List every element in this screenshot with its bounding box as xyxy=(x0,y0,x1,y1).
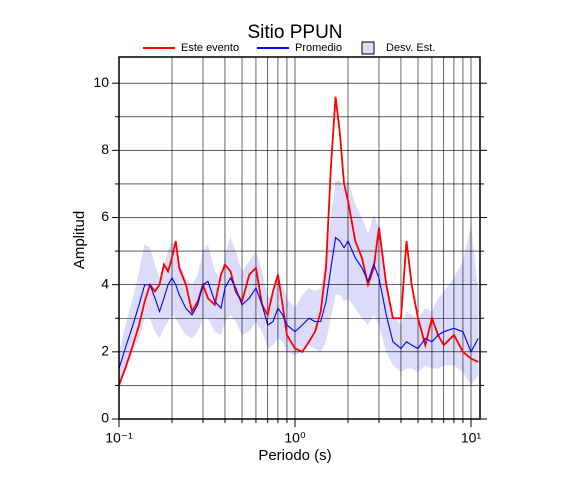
x-tick-label: 10⁰ xyxy=(284,430,306,446)
x-tick-label: 10¹ xyxy=(461,430,482,446)
x-axis-label: Periodo (s) xyxy=(258,447,331,464)
series-line xyxy=(118,236,479,369)
y-tick-label: 6 xyxy=(101,208,109,224)
legend-label: Desv. Est. xyxy=(386,42,435,54)
y-tick-label: 8 xyxy=(101,141,109,157)
chart-title: Sitio PPUN xyxy=(247,22,342,43)
legend-label: Promedio xyxy=(295,42,342,54)
y-tick-label: 4 xyxy=(101,275,109,291)
legend-label: Este evento xyxy=(181,42,239,54)
legend: Este evento Promedio Desv. Est. xyxy=(143,41,435,55)
plot-frame xyxy=(118,56,481,420)
legend-swatch xyxy=(361,41,375,55)
y-tick-label: 2 xyxy=(101,343,109,359)
std-band xyxy=(119,180,479,386)
x-tick-label: 10⁻¹ xyxy=(105,430,133,446)
y-tick-label: 0 xyxy=(101,410,109,426)
y-axis-label: Amplitud xyxy=(71,211,88,269)
y-tick-label: 10 xyxy=(93,74,109,90)
